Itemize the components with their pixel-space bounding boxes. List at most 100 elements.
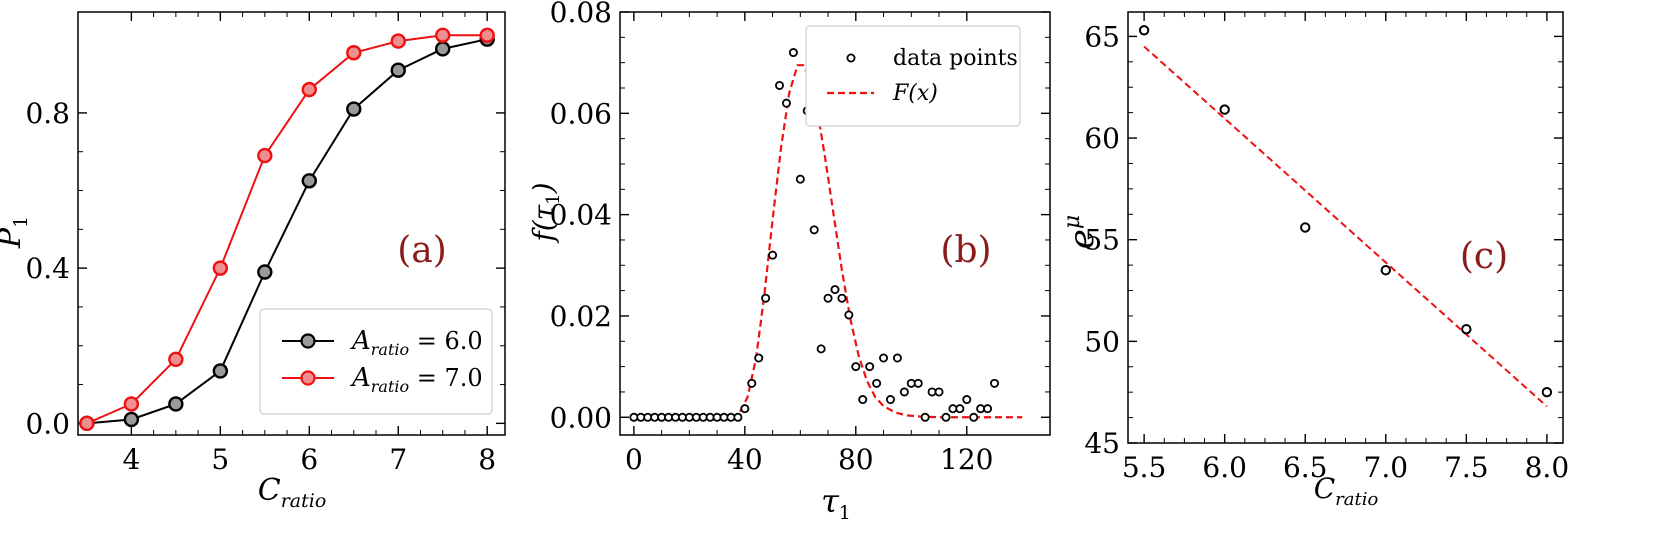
legend-b-label-points: data points	[893, 46, 1018, 71]
panel-b-xtick-label: 40	[727, 443, 763, 476]
panel-a-series-2-point	[123, 396, 140, 412]
panel-b-data-point	[823, 293, 833, 303]
panel-c-ticks: 5.5 6.0 6.5 7.0 7.5 8.0 45 50 55 60 65	[1084, 12, 1569, 484]
panel-b-ylabel: f(τ1)	[527, 182, 564, 243]
panel-c-ytick-label: 65	[1084, 20, 1120, 53]
panel-b-legend-box	[805, 25, 1021, 127]
panel-b-data-point	[830, 285, 840, 295]
panel-b-data-point	[913, 378, 923, 388]
panel-b-data-point	[733, 412, 743, 422]
legend-b-marker-points	[846, 53, 856, 63]
panel-a-label: (a)	[397, 230, 447, 271]
panel-b-data-point	[851, 362, 861, 372]
panel-c-data-point	[1138, 25, 1150, 36]
panel-a-ylabel: P1	[0, 216, 32, 249]
legend-a-marker-1	[300, 333, 316, 349]
panel-a-ytick-label: 0.8	[25, 97, 70, 130]
panel-b-data-point	[809, 225, 819, 235]
panel-b-ytick-label: 0.00	[550, 401, 612, 434]
panel-c-series	[1138, 25, 1553, 408]
panel-b-data-point	[781, 98, 791, 108]
panel-c-ytick-label: 50	[1084, 325, 1120, 358]
panel-a-series-1-point	[257, 264, 273, 280]
panel-b-label: (b)	[940, 230, 991, 271]
panel-c-label: (c)	[1460, 236, 1508, 277]
panel-a-series-1-point	[168, 396, 184, 412]
panel-b-ticks: 0 40 80 120 0.00 0.02 0.04 0.06 0.08	[550, 0, 1050, 476]
legend-b-label-fit: F(x)	[892, 81, 938, 106]
panel-a-series-1-point	[346, 101, 362, 117]
panel-a-ytick-label: 0.0	[25, 407, 70, 440]
panel-a-series-2-point	[168, 351, 184, 368]
panel-c-xtick-label: 5.5	[1122, 451, 1167, 484]
panel-b-data-point	[740, 404, 750, 414]
panel-b-data-point	[788, 48, 798, 58]
panel-a-frame	[77, 11, 506, 436]
panel-a-series-1-point	[390, 62, 406, 78]
legend-a-label-1: Aratio = 6.0	[350, 326, 483, 359]
panel-a-series-2-point	[301, 81, 317, 98]
panel-b-ytick-label: 0.02	[550, 300, 612, 333]
panel-b-data-point	[962, 395, 972, 405]
panel-a-series-2-point	[346, 45, 362, 61]
panel-c-ytick-label: 55	[1084, 224, 1120, 257]
panel-b-data-point	[747, 378, 757, 388]
panel-b-data-point	[816, 344, 826, 354]
panel-b-data-point	[837, 293, 847, 303]
panel-b-xtick-label: 120	[940, 443, 993, 476]
panel-b-legend: data points F(x)	[805, 25, 1021, 127]
panel-c-xtick-label: 6.5	[1283, 451, 1328, 484]
panel-a-ytick-label: 0.4	[25, 252, 70, 285]
panel-c-data-point	[1380, 264, 1391, 276]
panel-b-data-point	[920, 412, 930, 422]
legend-a-marker-2	[300, 370, 316, 386]
panel-b-data-point	[885, 395, 895, 405]
panel-b-xtick-label: 80	[838, 443, 874, 476]
panel-c-ytick-label: 60	[1084, 122, 1120, 155]
panel-a-xtick-label: 5	[211, 443, 229, 476]
panel-a-series-2-point	[257, 147, 273, 164]
panel-a-legend: Aratio = 6.0 Aratio = 7.0	[259, 308, 493, 415]
panel-c-xlabel: Cratio	[1314, 472, 1379, 510]
panel-c-data-point	[1461, 323, 1472, 335]
panel-a-xlabel: Cratio	[258, 473, 327, 512]
panel-b-data-point	[865, 362, 875, 372]
panel-b-data-point	[844, 310, 854, 320]
panel-a-series-2-point	[212, 260, 229, 276]
panel-a-series	[79, 27, 495, 432]
panel-b-xtick-label: 0	[625, 443, 643, 476]
panel-a-xtick-label: 4	[122, 443, 140, 476]
panel-c-xtick-label: 7.0	[1364, 451, 1409, 484]
panel-b-ytick-label: 0.04	[550, 199, 612, 232]
panel-a: 4 5 6 7 8 0.0 0.4 0.8 (a) Aratio = 6.0 Aratio =…	[0, 11, 506, 512]
panel-c-xtick-label: 8.0	[1525, 451, 1570, 484]
panel-b: 0 40 80 120 0.00 0.02 0.04 0.06 0.08 (b) data po…	[527, 0, 1051, 524]
panel-c-ylabel: eμ	[1060, 215, 1102, 249]
panel-b-data-point	[969, 412, 979, 422]
panel-b-data-point	[983, 404, 993, 414]
panel-b-series	[629, 48, 1023, 422]
panel-b-ytick-label: 0.08	[550, 0, 612, 29]
panel-b-data-point	[990, 378, 1000, 388]
panel-b-data-point	[754, 353, 764, 363]
panel-a-series-2-point	[479, 27, 495, 43]
panel-a-series-1-point	[435, 41, 451, 57]
panel-b-fit-line	[730, 64, 1023, 419]
panel-b-data-point	[858, 395, 868, 405]
panel-b-data-point	[775, 80, 785, 90]
panel-b-data-point	[899, 387, 909, 397]
panel-b-ytick-label: 0.06	[550, 97, 612, 130]
panel-b-xlabel: τ1	[821, 482, 851, 524]
panel-b-data-point	[768, 250, 778, 260]
panel-a-series-1-line	[86, 38, 488, 425]
panel-b-frame	[619, 11, 1051, 436]
panel-a-series-2-point	[79, 415, 95, 432]
legend-a-label-2: Aratio = 7.0	[350, 363, 483, 396]
panel-b-data-point	[941, 412, 951, 422]
panel-a-series-2-line	[86, 34, 488, 425]
panel-a-series-1-point	[212, 363, 229, 379]
panel-c-fit-line	[1143, 45, 1548, 408]
panel-c-xtick-label: 7.5	[1444, 451, 1489, 484]
